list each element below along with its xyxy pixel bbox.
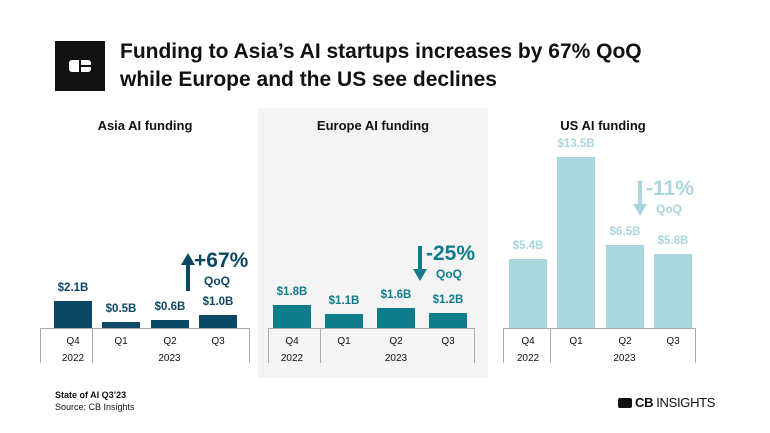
tick-label: Q1 — [114, 336, 128, 347]
year-label: 2023 — [384, 353, 408, 364]
year-divider — [92, 328, 93, 363]
change-unit: QoQ — [436, 267, 462, 281]
bar-q1 — [557, 156, 595, 328]
change-percent: -11% — [646, 177, 694, 200]
x-axis — [503, 328, 696, 363]
us-panel: US AI funding $5.4B Q4 $13.5B Q1 $6.5B Q2 $5.8B… — [498, 108, 708, 378]
bar-q1 — [102, 321, 140, 328]
x-axis — [268, 328, 475, 363]
arrow-down-icon — [638, 181, 642, 206]
change-percent: -25% — [426, 242, 476, 265]
change-unit: QoQ — [204, 274, 230, 288]
tick-label: Q3 — [666, 336, 680, 347]
year-divider — [320, 328, 321, 363]
arrow-head — [181, 253, 195, 265]
bar-q3 — [429, 312, 467, 328]
europe-panel: Europe AI funding $1.8B Q4 $1.1B Q1 $1.6B Q2 $1… — [258, 108, 488, 378]
bar-q3 — [654, 254, 692, 328]
panel-title: US AI funding — [560, 118, 646, 133]
year-label: 2023 — [613, 353, 636, 364]
bar-q4 — [509, 259, 547, 328]
value-label: $0.6B — [154, 301, 186, 314]
tick-label: Q4 — [285, 336, 299, 347]
value-label: $1.2B — [432, 293, 464, 306]
value-label: $5.8B — [657, 235, 689, 248]
tick-label: Q3 — [441, 336, 455, 347]
brand-rest: INSIGHTS — [656, 395, 716, 410]
panel-title: Europe AI funding — [316, 118, 430, 133]
year-label: 2022 — [280, 353, 304, 364]
source-label: Source: CB Insights — [55, 402, 135, 412]
year-divider — [550, 328, 551, 363]
bar-q4 — [273, 305, 311, 328]
change-percent: +67% — [194, 249, 249, 272]
arrow-up-icon — [186, 263, 190, 291]
year-label: 2023 — [158, 353, 181, 364]
cb-mark-icon — [618, 397, 632, 408]
value-label: $5.4B — [512, 240, 544, 253]
panel-title: Asia AI funding — [97, 118, 193, 133]
tick-label: Q3 — [211, 336, 225, 347]
tick-label: Q1 — [569, 336, 583, 347]
tick-label: Q2 — [163, 336, 177, 347]
year-label: 2022 — [516, 353, 540, 364]
tick-label: Q2 — [389, 336, 403, 347]
cb-logo-icon — [55, 41, 105, 91]
tick-label: Q2 — [618, 336, 632, 347]
cb-insights-brand: CB INSIGHTS — [618, 395, 715, 410]
report-label: State of AI Q3’23 — [55, 390, 127, 400]
tick-label: Q1 — [337, 336, 351, 347]
value-label: $2.1B — [57, 282, 89, 295]
value-label: $13.5B — [557, 137, 595, 150]
asia-panel: Asia AI funding $2.1B Q4 $0.5B Q1 $0.6B Q2 $1.0… — [40, 108, 250, 378]
value-label: $1.1B — [328, 295, 360, 308]
change-unit: QoQ — [656, 202, 682, 216]
bar-q1 — [325, 314, 363, 328]
arrow-head — [633, 204, 647, 216]
arrow-down-icon — [418, 246, 422, 271]
value-label: $1.0B — [202, 296, 234, 309]
bar-q2 — [606, 245, 644, 328]
bar-q4 — [54, 301, 92, 328]
bar-q2 — [151, 320, 189, 328]
tick-label: Q4 — [521, 336, 535, 347]
bar-q3 — [199, 315, 237, 328]
x-axis — [40, 328, 250, 363]
brand-bold: CB — [635, 395, 654, 410]
year-label: 2022 — [61, 353, 85, 364]
value-label: $1.8B — [276, 286, 308, 299]
arrow-head — [413, 269, 427, 281]
value-label: $1.6B — [380, 288, 412, 301]
tick-label: Q4 — [66, 336, 80, 347]
value-label: $6.5B — [609, 226, 641, 239]
bar-q2 — [377, 307, 415, 328]
value-label: $0.5B — [105, 302, 137, 315]
chart-title: Funding to Asia’s AI startups increases … — [120, 40, 642, 91]
